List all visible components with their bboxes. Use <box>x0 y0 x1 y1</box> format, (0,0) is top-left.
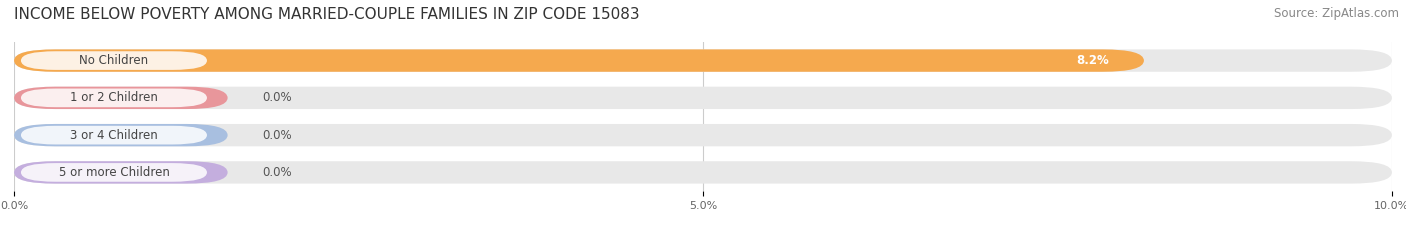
Text: 5 or more Children: 5 or more Children <box>59 166 169 179</box>
FancyBboxPatch shape <box>14 49 1144 72</box>
FancyBboxPatch shape <box>21 163 207 182</box>
FancyBboxPatch shape <box>14 161 1392 184</box>
FancyBboxPatch shape <box>14 49 1392 72</box>
Text: 1 or 2 Children: 1 or 2 Children <box>70 91 157 104</box>
Text: 8.2%: 8.2% <box>1077 54 1109 67</box>
Text: 3 or 4 Children: 3 or 4 Children <box>70 129 157 142</box>
FancyBboxPatch shape <box>14 124 1392 146</box>
FancyBboxPatch shape <box>14 87 1392 109</box>
Text: Source: ZipAtlas.com: Source: ZipAtlas.com <box>1274 7 1399 20</box>
FancyBboxPatch shape <box>14 161 228 184</box>
FancyBboxPatch shape <box>14 87 228 109</box>
Text: INCOME BELOW POVERTY AMONG MARRIED-COUPLE FAMILIES IN ZIP CODE 15083: INCOME BELOW POVERTY AMONG MARRIED-COUPL… <box>14 7 640 22</box>
Text: 0.0%: 0.0% <box>262 166 291 179</box>
Text: No Children: No Children <box>79 54 149 67</box>
FancyBboxPatch shape <box>21 89 207 107</box>
FancyBboxPatch shape <box>14 124 228 146</box>
Text: 0.0%: 0.0% <box>262 129 291 142</box>
Text: 0.0%: 0.0% <box>262 91 291 104</box>
FancyBboxPatch shape <box>21 51 207 70</box>
FancyBboxPatch shape <box>21 126 207 144</box>
